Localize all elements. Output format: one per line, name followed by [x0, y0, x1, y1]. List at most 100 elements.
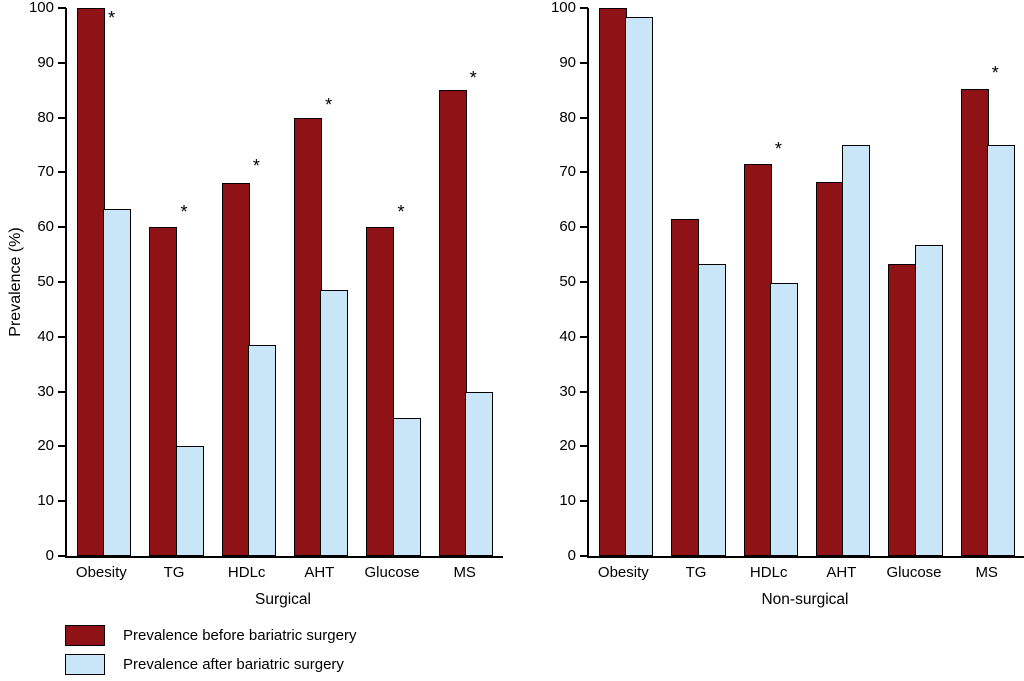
y-tick-label: 0 [45, 547, 54, 564]
legend-label-before: Prevalence before bariatric surgery [123, 627, 357, 644]
y-axis-tick [580, 171, 588, 174]
bar-groups: * * * * * * [67, 8, 503, 556]
bar-after-surgery [175, 446, 204, 556]
chart-panels: 0 10 20 30 40 50 60 70 80 90 100 * * * * * * Obesity TG HD… [29, 0, 1024, 609]
bar-group: * [952, 8, 1024, 556]
bar-group: * [357, 8, 429, 556]
bar-before-surgery [815, 182, 844, 556]
significance-asterisk: * [108, 7, 116, 28]
bar-after-surgery [842, 145, 871, 556]
y-axis-tick [58, 390, 66, 393]
bar-before-surgery [221, 183, 250, 556]
y-tick-label: 50 [37, 273, 54, 290]
x-category-label: TG [163, 564, 185, 581]
legend-item-after: Prevalence after bariatric surgery [65, 654, 1024, 675]
bar-group: * [735, 8, 807, 556]
category-labels-surgical: Obesity TG HDLc AHT Glucose MS [65, 564, 501, 581]
x-category-label: AHT [304, 564, 335, 581]
y-tick-label: 70 [37, 163, 54, 181]
bar-before-surgery [960, 89, 989, 556]
significance-asterisk: * [397, 202, 405, 223]
bar-after-surgery [697, 263, 726, 556]
bar-group [807, 8, 879, 556]
significance-asterisk: * [469, 67, 477, 88]
panel-title-surgical: Surgical [255, 591, 311, 608]
legend: Prevalence before bariatric surgery Prev… [65, 625, 1024, 675]
legend-swatch-after [65, 654, 105, 675]
panel-non-surgical: 0 10 20 30 40 50 60 70 80 90 100 * * Obesity TG HDLc AH… [551, 0, 1024, 609]
y-axis-tick [58, 335, 66, 338]
y-tick-label: 90 [37, 53, 54, 71]
y-axis-tick [58, 445, 66, 448]
bar-after-surgery [987, 145, 1016, 556]
bar-before-surgery [743, 164, 772, 556]
panel-surgical: 0 10 20 30 40 50 60 70 80 90 100 * * * * * * Obesity TG HD… [29, 0, 503, 609]
bar-group: * [430, 8, 502, 556]
significance-asterisk: * [252, 155, 260, 176]
x-category-label: Obesity [597, 564, 649, 581]
y-tick-label: 0 [567, 547, 576, 564]
y-axis-tick [58, 61, 66, 64]
y-axis-tick [580, 555, 588, 557]
x-category-label: Glucose [364, 564, 420, 581]
bar-after-surgery [248, 345, 277, 556]
bar-group: * [68, 8, 140, 556]
y-tick-label: 50 [559, 273, 576, 290]
y-tick-label: 10 [559, 492, 576, 510]
bar-groups: * * [589, 8, 1024, 556]
legend-label-after: Prevalence after bariatric surgery [123, 656, 344, 673]
y-axis-tick [580, 281, 588, 283]
category-labels-non-surgical: Obesity TG HDLc AHT Glucose MS [587, 564, 1023, 581]
y-tick-label: 10 [37, 492, 54, 510]
bar-after-surgery [914, 244, 943, 556]
y-axis-tick [580, 390, 588, 393]
y-tick-label: 60 [559, 218, 576, 236]
bar-group [879, 8, 951, 556]
x-category-label: TG [685, 564, 707, 581]
bar-before-surgery [888, 263, 917, 556]
bar-group [662, 8, 734, 556]
y-tick-label: 70 [559, 163, 576, 181]
y-axis-tick [58, 281, 66, 283]
y-axis-tick [580, 445, 588, 448]
panel-title-non-surgical: Non-surgical [761, 591, 849, 608]
bar-before-surgery [366, 227, 395, 556]
y-tick-label: 100 [550, 0, 576, 16]
significance-asterisk: * [325, 95, 333, 116]
y-axis-tick [58, 171, 66, 174]
bar-before-surgery [293, 117, 322, 556]
bar-after-surgery [465, 391, 494, 556]
bar-group: * [213, 8, 285, 556]
y-tick-label: 30 [37, 382, 54, 400]
y-tick-label: 80 [37, 108, 54, 126]
bar-before-surgery [671, 218, 700, 556]
x-category-label: MS [975, 564, 998, 581]
y-tick-label: 100 [28, 0, 54, 16]
bar-after-surgery [320, 290, 349, 556]
plot-area-surgical: 0 10 20 30 40 50 60 70 80 90 100 * * * * * * [29, 0, 503, 564]
bar-before-surgery [598, 8, 627, 556]
legend-swatch-before [65, 625, 105, 646]
bar-group: * [140, 8, 212, 556]
bar-after-surgery [625, 17, 654, 556]
x-category-label: HDLc [227, 564, 266, 581]
significance-asterisk: * [774, 139, 782, 160]
y-axis-tick [580, 226, 588, 229]
y-axis-tick [580, 116, 588, 119]
bar-group [590, 8, 662, 556]
bar-before-surgery [438, 90, 467, 556]
bar-after-surgery [770, 283, 799, 556]
bar-after-surgery [103, 209, 132, 556]
y-axis-tick [580, 500, 588, 503]
x-category-label: MS [453, 564, 476, 581]
bar-before-surgery [149, 227, 178, 556]
x-category-label: Glucose [886, 564, 942, 581]
x-category-label: AHT [826, 564, 857, 581]
significance-asterisk: * [991, 62, 999, 83]
y-tick-label: 30 [559, 382, 576, 400]
bar-after-surgery [392, 417, 421, 556]
y-axis-tick [58, 555, 66, 557]
bar-group: * [285, 8, 357, 556]
x-category-label: Obesity [75, 564, 127, 581]
plot-area-non-surgical: 0 10 20 30 40 50 60 70 80 90 100 * * [551, 0, 1024, 564]
